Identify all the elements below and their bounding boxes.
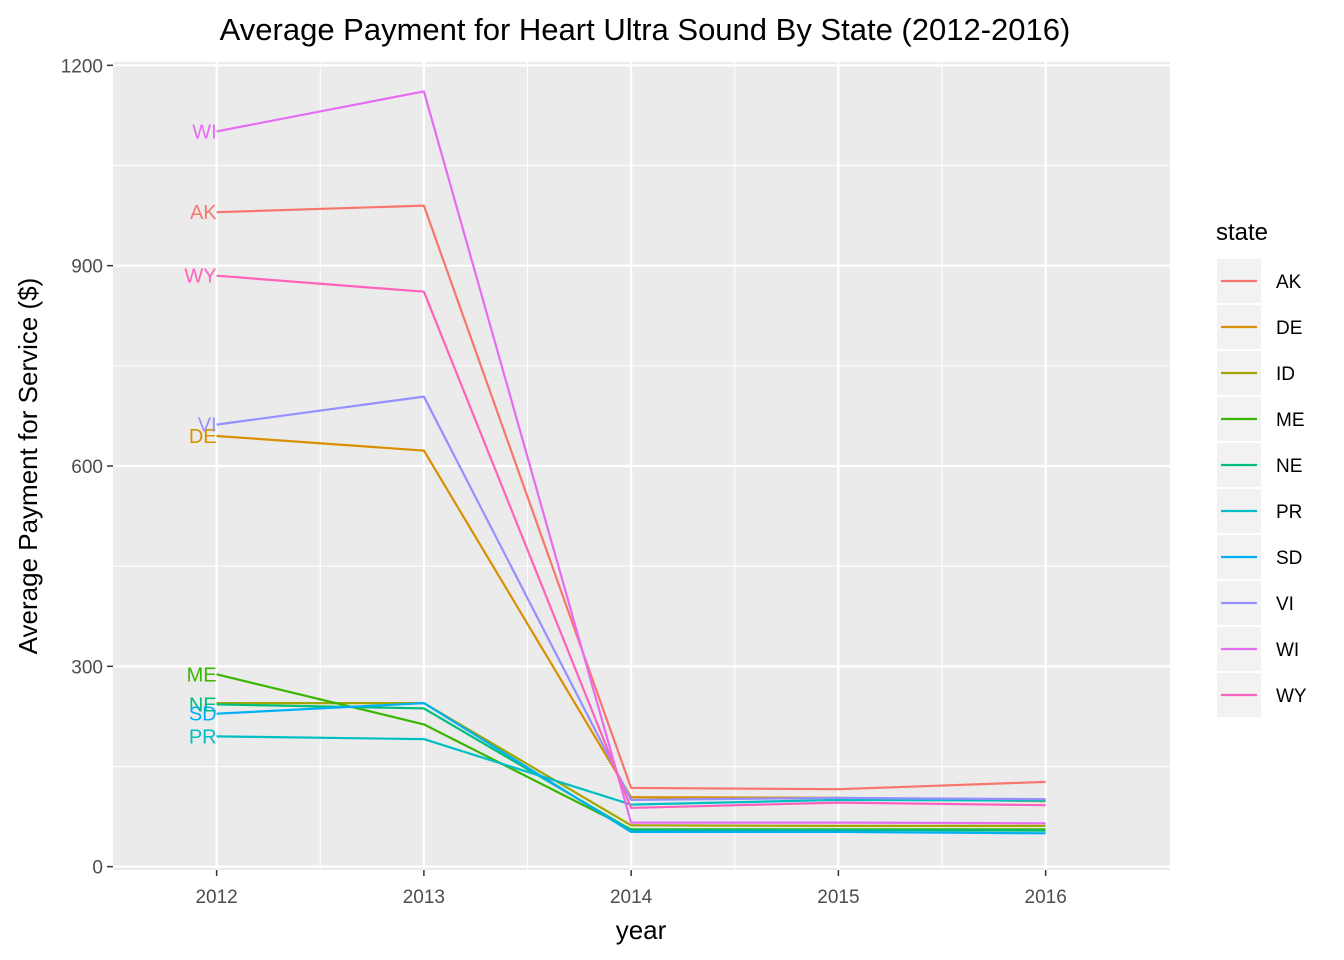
y-tick-label: 900 xyxy=(71,257,103,278)
series-line-pr xyxy=(216,735,1046,806)
legend-item-me: ME xyxy=(1217,397,1305,441)
y-axis-title: Average Payment for Service ($) xyxy=(13,278,43,655)
legend-label: WI xyxy=(1276,640,1299,661)
series-line-id xyxy=(216,701,1046,828)
legend-item-sd: SD xyxy=(1217,535,1302,579)
y-tick-label: 600 xyxy=(71,457,103,478)
legend-label: WY xyxy=(1276,686,1307,707)
series-line-sd xyxy=(216,701,1046,835)
legend-item-wy: WY xyxy=(1217,673,1307,717)
legend-label: SD xyxy=(1276,548,1302,569)
x-tick-label: 2012 xyxy=(195,887,237,908)
line-label-wi: WI xyxy=(192,121,216,143)
series-line-vi xyxy=(216,395,1046,802)
legend-item-wi: WI xyxy=(1217,627,1299,671)
legend-item-ak: AK xyxy=(1217,259,1302,303)
line-label-sd: SD xyxy=(189,704,217,726)
legend-title: state xyxy=(1216,219,1268,246)
line-label-ak: AK xyxy=(190,202,217,224)
y-tick-label: 300 xyxy=(71,657,103,678)
line-label-wy: WY xyxy=(184,266,216,288)
legend-item-id: ID xyxy=(1217,351,1295,395)
y-axis: 0 300 600 900 1200 xyxy=(61,56,113,879)
y-tick-label: 1200 xyxy=(61,56,103,77)
x-axis: 2012 2013 2014 2015 2016 xyxy=(195,870,1067,908)
legend-item-ne: NE xyxy=(1217,443,1302,487)
legend-label: NE xyxy=(1276,456,1302,477)
chart-title: Average Payment for Heart Ultra Sound By… xyxy=(220,12,1071,47)
series-line-wi xyxy=(216,90,1046,825)
line-label-me: ME xyxy=(187,664,217,686)
line-label-ne: NE xyxy=(189,694,217,716)
legend-item-de: DE xyxy=(1217,305,1302,349)
legend-item-pr: PR xyxy=(1217,489,1302,533)
line-label-de: DE xyxy=(189,426,217,448)
line-label-vi: VI xyxy=(198,415,217,437)
legend-label: DE xyxy=(1276,318,1302,339)
x-tick-label: 2013 xyxy=(403,887,445,908)
legend-label: VI xyxy=(1276,594,1294,615)
x-tick-label: 2015 xyxy=(817,887,859,908)
y-tick-label: 0 xyxy=(92,858,103,879)
legend-item-vi: VI xyxy=(1217,581,1294,625)
grid-major xyxy=(113,62,1170,870)
x-tick-label: 2014 xyxy=(610,887,653,908)
legend-label: ID xyxy=(1276,364,1295,385)
x-tick-label: 2016 xyxy=(1025,887,1067,908)
legend: state AK DE ID ME NE PR SD VI WI WY xyxy=(1216,219,1307,717)
line-label-pr: PR xyxy=(189,726,217,748)
series-line-ak xyxy=(216,204,1046,791)
x-axis-title: year xyxy=(616,915,667,945)
legend-label: PR xyxy=(1276,502,1302,523)
series-line-wy xyxy=(216,274,1046,810)
legend-label: ME xyxy=(1276,410,1305,431)
series-lines xyxy=(216,90,1046,835)
legend-label: AK xyxy=(1276,272,1302,293)
